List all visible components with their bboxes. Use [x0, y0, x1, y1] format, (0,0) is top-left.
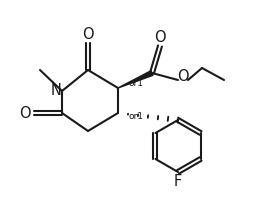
Text: O: O — [154, 30, 166, 45]
Text: O: O — [177, 69, 189, 84]
Text: N: N — [51, 83, 61, 97]
Text: or1: or1 — [128, 111, 143, 121]
Polygon shape — [118, 71, 153, 88]
Text: F: F — [174, 173, 182, 188]
Text: O: O — [19, 106, 31, 121]
Text: O: O — [82, 27, 94, 42]
Text: or1: or1 — [128, 78, 143, 88]
